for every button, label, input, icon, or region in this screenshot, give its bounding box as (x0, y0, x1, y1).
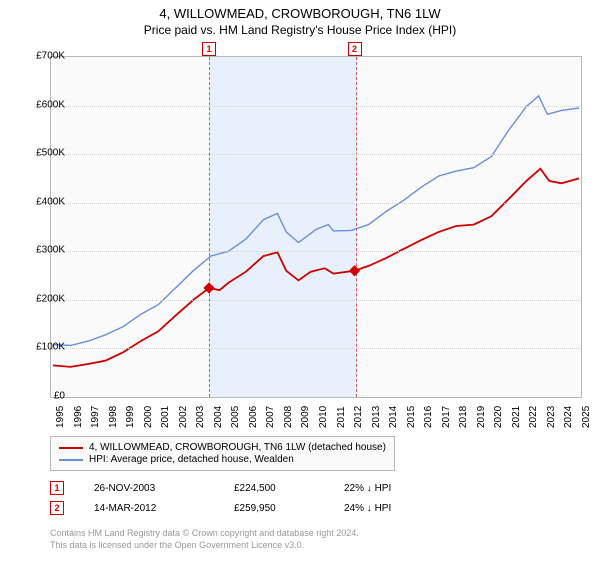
x-axis-label: 1996 (73, 406, 84, 428)
sales-row: 2 14-MAR-2012 £259,950 24% ↓ HPI (50, 501, 424, 515)
sales-row: 1 26-NOV-2003 £224,500 22% ↓ HPI (50, 481, 424, 495)
sale-hpi-delta: 22% ↓ HPI (344, 483, 424, 494)
y-axis-label: £200K (15, 293, 65, 304)
sale-marker-label: 2 (348, 42, 362, 56)
gridline (51, 348, 581, 349)
x-axis-label: 2013 (371, 406, 382, 428)
x-axis-label: 2023 (546, 406, 557, 428)
sales-table: 1 26-NOV-2003 £224,500 22% ↓ HPI 2 14-MAR-201… (50, 481, 424, 521)
x-axis-label: 2016 (423, 406, 434, 428)
x-axis-label: 2021 (511, 406, 522, 428)
footer-line: This data is licensed under the Open Gov… (50, 540, 359, 552)
chart-svg (51, 57, 581, 397)
x-axis-label: 2011 (336, 406, 347, 428)
legend-row-hpi: HPI: Average price, detached house, Weal… (59, 454, 386, 465)
x-axis-label: 2019 (476, 406, 487, 428)
y-axis-label: £500K (15, 148, 65, 159)
sale-hpi-delta: 24% ↓ HPI (344, 503, 424, 514)
legend-swatch (59, 459, 83, 461)
x-axis-label: 2002 (178, 406, 189, 428)
x-axis-label: 2009 (300, 406, 311, 428)
legend-label: 4, WILLOWMEAD, CROWBOROUGH, TN6 1LW (det… (89, 442, 386, 453)
sale-date: 26-NOV-2003 (94, 483, 204, 494)
series-hpi (53, 96, 579, 346)
x-axis-label: 1997 (90, 406, 101, 428)
footer-line: Contains HM Land Registry data © Crown c… (50, 528, 359, 540)
sale-price: £259,950 (234, 503, 314, 514)
gridline (51, 203, 581, 204)
sale-date: 14-MAR-2012 (94, 503, 204, 514)
x-axis-label: 2014 (388, 406, 399, 428)
x-axis-label: 2008 (283, 406, 294, 428)
legend: 4, WILLOWMEAD, CROWBOROUGH, TN6 1LW (det… (50, 436, 395, 471)
x-axis-label: 2012 (353, 406, 364, 428)
chart-container: 4, WILLOWMEAD, CROWBOROUGH, TN6 1LW Pric… (0, 6, 600, 566)
legend-label: HPI: Average price, detached house, Weal… (89, 454, 294, 465)
gridline (51, 106, 581, 107)
x-axis-label: 2005 (230, 406, 241, 428)
gridline (51, 154, 581, 155)
x-axis-label: 2025 (581, 406, 592, 428)
legend-row-price-paid: 4, WILLOWMEAD, CROWBOROUGH, TN6 1LW (det… (59, 442, 386, 453)
x-axis-label: 2001 (160, 406, 171, 428)
y-axis-label: £700K (15, 51, 65, 62)
x-axis-label: 1999 (125, 406, 136, 428)
y-axis-label: £300K (15, 245, 65, 256)
x-axis-label: 2003 (195, 406, 206, 428)
sale-marker-dot (349, 265, 360, 276)
x-axis-label: 1998 (108, 406, 119, 428)
y-axis-label: £100K (15, 342, 65, 353)
footer: Contains HM Land Registry data © Crown c… (50, 528, 359, 551)
series-price_paid (53, 169, 579, 367)
x-axis-label: 2018 (458, 406, 469, 428)
y-axis-label: £0 (15, 391, 65, 402)
sale-id-box: 1 (50, 481, 64, 495)
y-axis-label: £600K (15, 99, 65, 110)
chart-title: 4, WILLOWMEAD, CROWBOROUGH, TN6 1LW (0, 6, 600, 21)
sale-price: £224,500 (234, 483, 314, 494)
gridline (51, 300, 581, 301)
sale-id-box: 2 (50, 501, 64, 515)
sale-marker-label: 1 (202, 42, 216, 56)
x-axis-label: 2004 (213, 406, 224, 428)
x-axis-label: 2024 (563, 406, 574, 428)
x-axis-label: 2007 (265, 406, 276, 428)
x-axis-label: 2015 (406, 406, 417, 428)
chart-subtitle: Price paid vs. HM Land Registry's House … (0, 23, 600, 37)
x-axis-label: 2022 (528, 406, 539, 428)
x-axis-label: 2006 (248, 406, 259, 428)
x-axis-label: 2020 (493, 406, 504, 428)
x-axis-label: 2000 (143, 406, 154, 428)
chart-plot-area: 12 (50, 56, 582, 398)
x-axis-label: 2017 (441, 406, 452, 428)
y-axis-label: £400K (15, 196, 65, 207)
x-axis-label: 2010 (318, 406, 329, 428)
gridline (51, 251, 581, 252)
legend-swatch (59, 447, 83, 449)
x-axis-label: 1995 (55, 406, 66, 428)
